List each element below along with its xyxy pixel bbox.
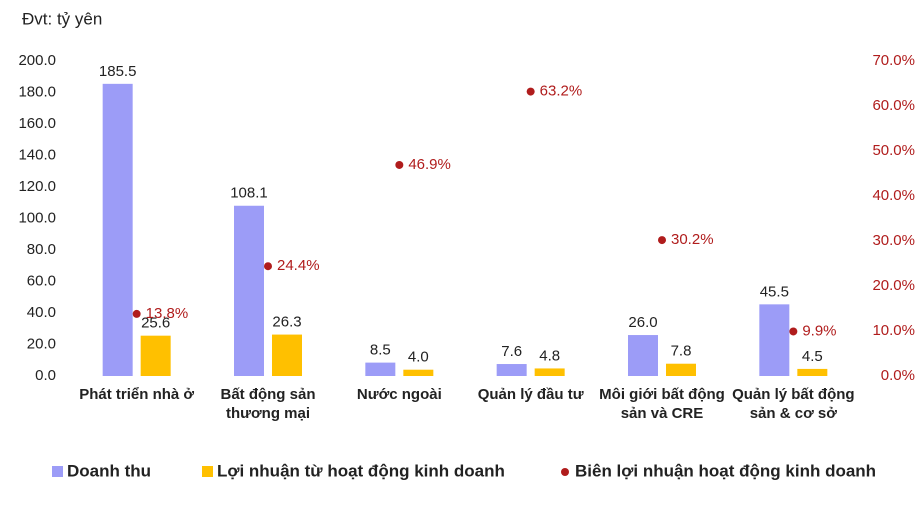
legend-marker — [52, 466, 63, 477]
value-label: 4.0 — [408, 349, 429, 366]
dot — [264, 262, 272, 271]
value-label: 24.4% — [277, 257, 320, 274]
legend-label: Lợi nhuận từ hoạt động kinh doanh — [217, 461, 505, 480]
y-tick-label: 60.0 — [27, 272, 56, 289]
value-label: 46.9% — [408, 156, 451, 173]
bar — [496, 364, 527, 376]
bar — [534, 368, 565, 376]
x-tick-label: thương mại — [226, 405, 310, 422]
x-tick-label: Phát triển nhà ở — [79, 386, 194, 403]
value-label: 7.6 — [501, 343, 522, 360]
value-label: 25.6 — [141, 315, 170, 332]
dot — [132, 309, 141, 318]
y-tick-label: 120.0 — [18, 178, 56, 195]
y-tick-label: 100.0 — [18, 209, 56, 226]
bar — [628, 335, 658, 376]
x-tick-label: Bất động sản — [220, 386, 315, 403]
legend-marker — [561, 468, 569, 476]
x-tick-label: sản & cơ sở — [750, 405, 838, 422]
bar — [759, 304, 790, 376]
y-tick-label: 200.0 — [18, 52, 56, 69]
value-label: 9.9% — [802, 322, 836, 339]
x-tick-label: Quản lý đầu tư — [478, 386, 584, 403]
bar — [403, 369, 434, 376]
y-tick-label: 20.0 — [27, 335, 56, 352]
value-label: 4.8 — [539, 347, 560, 364]
y2-tick-label: 10.0% — [872, 322, 915, 339]
bar — [234, 205, 264, 376]
y2-tick-label: 30.0% — [872, 232, 915, 249]
y-tick-label: 140.0 — [18, 146, 56, 163]
y2-tick-label: 50.0% — [872, 142, 915, 159]
value-label: 4.5 — [802, 348, 823, 365]
legend-label: Biên lợi nhuận hoạt động kinh doanh — [575, 461, 876, 480]
y-tick-label: 0.0 — [35, 367, 56, 384]
dot — [789, 327, 798, 336]
value-label: 185.5 — [99, 63, 137, 80]
bar — [365, 362, 396, 376]
y2-tick-label: 70.0% — [872, 52, 915, 69]
value-label: 108.1 — [230, 185, 268, 202]
y-tick-label: 80.0 — [27, 241, 56, 258]
dot — [395, 160, 404, 169]
dot — [658, 236, 666, 245]
y2-tick-label: 40.0% — [872, 187, 915, 204]
bar — [272, 334, 302, 376]
unit-label: Đvt: tỷ yên — [22, 9, 102, 28]
y2-tick-label: 20.0% — [872, 277, 915, 294]
value-label: 13.8% — [146, 305, 189, 322]
value-label: 26.3 — [272, 314, 301, 331]
y2-tick-label: 60.0% — [872, 97, 915, 114]
bar — [666, 363, 696, 376]
y2-tick-label: 0.0% — [881, 367, 915, 384]
value-label: 45.5 — [760, 283, 789, 300]
bar — [102, 83, 133, 377]
dot — [526, 87, 535, 96]
y-tick-label: 180.0 — [18, 83, 56, 100]
legend-label: Doanh thu — [67, 461, 151, 480]
x-tick-label: Môi giới bất động — [599, 386, 725, 403]
y-tick-label: 160.0 — [18, 115, 56, 132]
value-label: 8.5 — [370, 342, 391, 359]
value-label: 26.0 — [628, 314, 657, 331]
x-tick-label: Quản lý bất động — [732, 386, 855, 403]
bar — [797, 368, 828, 376]
y-tick-label: 40.0 — [27, 304, 56, 321]
value-label: 30.2% — [671, 231, 714, 248]
x-tick-label: sản và CRE — [621, 405, 704, 422]
legend-marker — [202, 466, 213, 477]
x-tick-label: Nước ngoài — [357, 386, 442, 403]
value-label: 7.8 — [671, 343, 692, 360]
bar — [140, 335, 171, 376]
value-label: 63.2% — [540, 83, 583, 100]
